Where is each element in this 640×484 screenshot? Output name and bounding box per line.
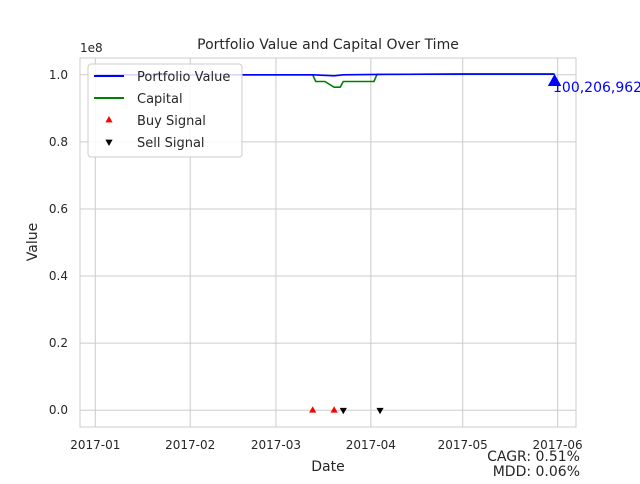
chart-title: Portfolio Value and Capital Over Time: [197, 37, 459, 53]
x-axis-ticks: 2017-01 2017-02 2017-03 2017-04 2017-05 2017-…: [70, 438, 582, 452]
portfolio-value-line: [95, 73, 555, 77]
legend: Portfolio Value Capital Buy Signal Sell Sig…: [87, 63, 243, 158]
y-tick-label: 0.0: [49, 403, 68, 417]
legend-swatch-sell-signal: [105, 139, 113, 146]
buy-signal-marker: [309, 406, 317, 413]
mdd-annotation: MDD: 0.06%: [493, 464, 580, 480]
y-multiplier-label: 1e8: [80, 41, 103, 55]
y-tick-label: 1.0: [49, 68, 68, 82]
end-point-marker: [547, 73, 562, 86]
y-tick-label: 0.2: [49, 336, 68, 350]
x-tick-label: 2017-02: [165, 438, 215, 452]
x-tick-label: 2017-05: [438, 438, 488, 452]
x-tick-label: 2017-06: [533, 438, 583, 452]
y-tick-label: 0.4: [49, 269, 68, 283]
sell-signal-marker: [376, 407, 384, 415]
legend-label-sell-signal: Sell Signal: [137, 136, 205, 151]
marker-layer: [309, 73, 562, 415]
y-axis-label: Value: [25, 223, 41, 261]
legend-label-portfolio-value: Portfolio Value: [137, 70, 230, 85]
legend-label-buy-signal: Buy Signal: [137, 114, 206, 129]
y-axis-ticks: 0.0 0.2 0.4 0.6 0.8 1.0: [49, 68, 68, 417]
legend-swatch-buy-signal: [105, 116, 113, 123]
y-tick-label: 0.8: [49, 135, 68, 149]
buy-signal-marker: [330, 406, 338, 413]
cagr-annotation: CAGR: 0.51%: [487, 449, 580, 465]
legend-box: [87, 63, 243, 158]
x-tick-label: 2017-04: [346, 438, 396, 452]
end-value-label: 100,206,962: [553, 80, 640, 96]
x-tick-label: 2017-03: [251, 438, 301, 452]
x-tick-label: 2017-01: [70, 438, 120, 452]
sell-signal-marker: [339, 407, 347, 415]
y-tick-label: 0.6: [49, 202, 68, 216]
legend-label-capital: Capital: [137, 92, 183, 107]
x-axis-label: Date: [311, 459, 344, 475]
series-layer: [95, 73, 555, 88]
